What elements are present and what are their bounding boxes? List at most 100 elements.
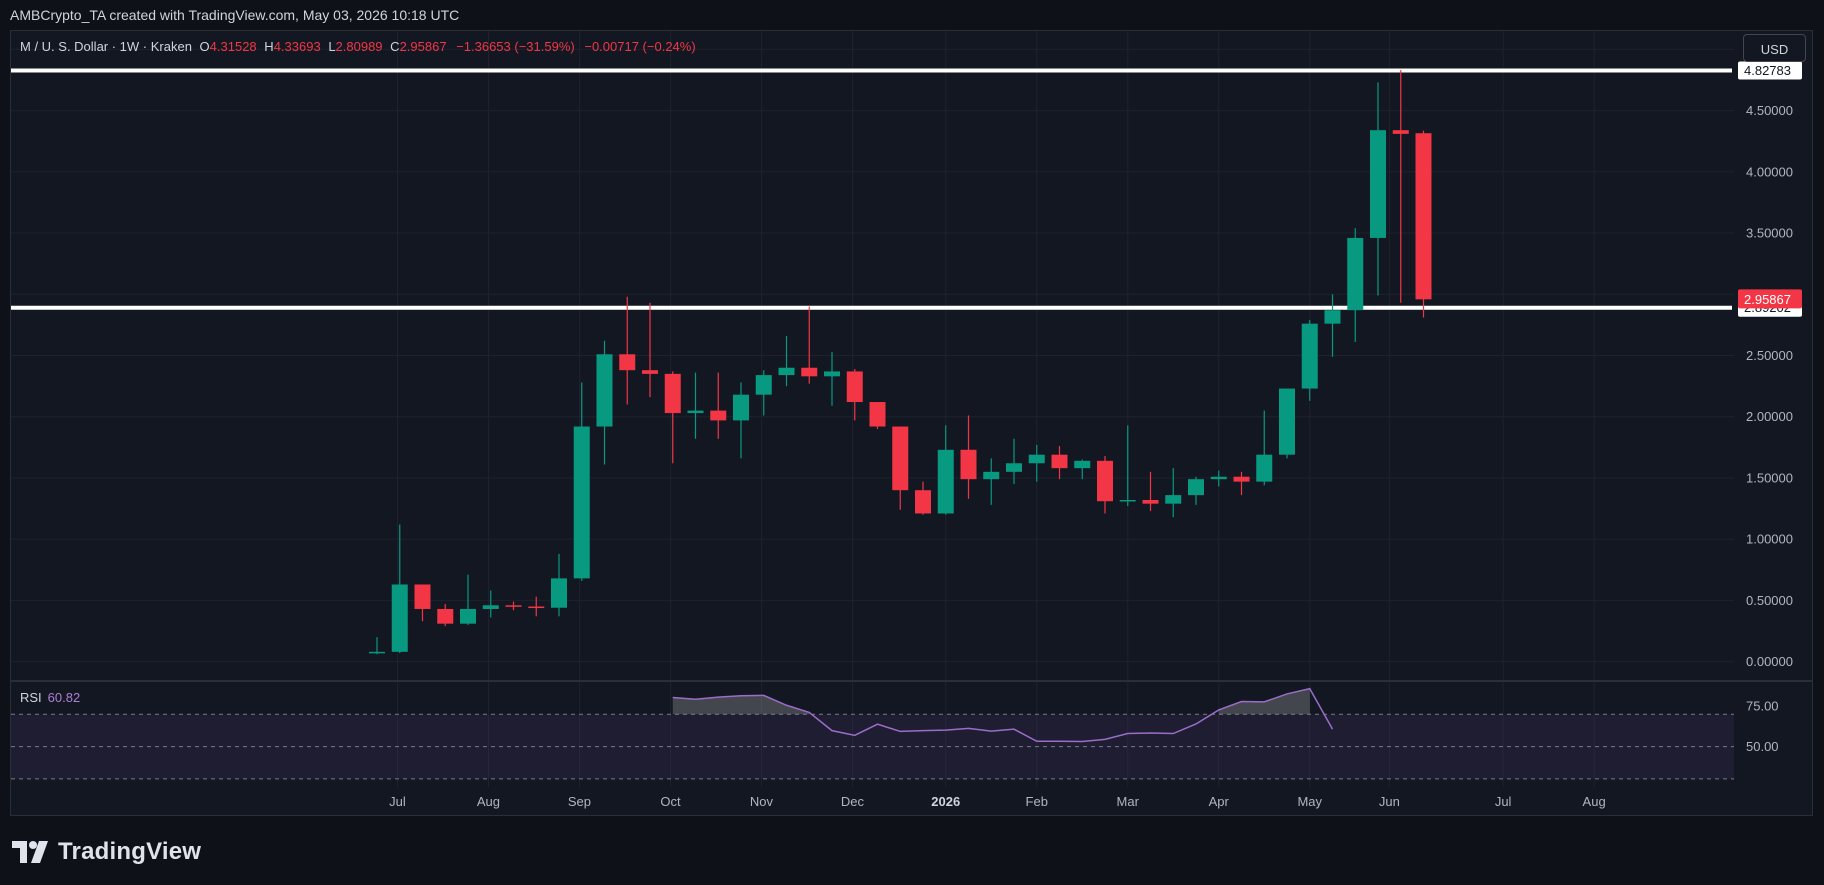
candle-body (755, 375, 772, 395)
grid-lines (11, 31, 1812, 787)
time-tick-label: Sep (568, 794, 591, 809)
candle (1074, 459, 1091, 480)
tradingview-logo[interactable]: TradingView (12, 836, 201, 868)
price-tick-label: 1.00000 (1746, 532, 1793, 547)
candle-body (824, 371, 840, 377)
attribution-bar: AMBCrypto_TA created with TradingView.co… (0, 0, 1824, 30)
candle (482, 590, 499, 618)
candle (1119, 425, 1136, 507)
candle-body (801, 367, 818, 377)
candle (369, 637, 385, 655)
time-tick-label: 2026 (931, 794, 960, 809)
open-value: 4.31528 (209, 39, 257, 54)
candle (1210, 470, 1227, 487)
candle-body (1142, 499, 1159, 504)
candle-body (1392, 130, 1409, 134)
candle-body (369, 651, 385, 654)
candle-body (1188, 479, 1204, 496)
level-tag-bg (1738, 61, 1802, 80)
candle-body (1347, 237, 1364, 311)
candle (824, 351, 840, 406)
candle-body (846, 371, 863, 403)
candle (1256, 410, 1273, 486)
candle-body (687, 410, 704, 414)
symbol-label[interactable]: M / U. S. Dollar · 1W · Kraken (20, 39, 192, 54)
time-tick-label: Jun (1379, 794, 1400, 809)
close-value: 2.95867 (399, 39, 447, 54)
rsi-label[interactable]: RSI (20, 690, 42, 705)
candle-body (915, 490, 931, 514)
candle-body (1301, 323, 1318, 389)
candle (710, 372, 727, 439)
candle-body (1324, 310, 1341, 324)
candle (1301, 319, 1318, 401)
time-tick-label: Dec (841, 794, 865, 809)
candle-body (1415, 133, 1432, 300)
candle-body (505, 605, 522, 607)
candle-body (1051, 454, 1068, 469)
candle (733, 382, 749, 459)
time-tick-label: Nov (750, 794, 774, 809)
current-price-tag-label: 2.95867 (1744, 292, 1791, 307)
time-tick-label: Feb (1026, 794, 1048, 809)
open-label: O (199, 39, 210, 54)
candle-body (482, 605, 499, 609)
candle (687, 372, 704, 439)
candle (664, 371, 681, 464)
tradingview-logo-icon (12, 841, 48, 863)
candle-body (528, 606, 545, 609)
candle (1233, 471, 1250, 496)
candle (1324, 294, 1341, 357)
low-label: L (328, 39, 336, 54)
candle-body (1074, 460, 1091, 469)
candle-body (551, 578, 567, 608)
candle (1006, 438, 1022, 485)
candle-body (1256, 454, 1273, 482)
time-tick-label: Oct (660, 794, 681, 809)
candle-body (892, 426, 909, 491)
candle (391, 524, 408, 654)
candle-body (1006, 463, 1022, 472)
candle-body (983, 471, 1000, 480)
attribution-text: AMBCrypto_TA created with TradingView.co… (10, 7, 460, 23)
candle-body (1279, 388, 1295, 455)
candle (573, 382, 590, 581)
price-tick-label: 2.50000 (1746, 348, 1793, 363)
high-label: H (264, 39, 274, 54)
rsi-legend: RSI 60.82 (20, 689, 80, 707)
candle (1142, 471, 1159, 512)
level-tag-label: 4.82783 (1744, 63, 1791, 78)
candle-body (1028, 454, 1045, 464)
candle-body (778, 367, 795, 376)
candle (551, 553, 567, 617)
candle-body (642, 370, 658, 374)
time-tick-label: Jul (1495, 794, 1512, 809)
symbol-legend: M / U. S. Dollar · 1W · Kraken O4.31528 … (20, 38, 696, 56)
brand-name: TradingView (58, 838, 202, 865)
candle (1097, 455, 1113, 514)
chart-frame[interactable] (10, 30, 1813, 816)
rsi-overbought-fill (1218, 688, 1310, 715)
candle (437, 604, 454, 627)
candle-body (460, 608, 476, 624)
price-tick-label: 2.00000 (1746, 409, 1793, 424)
candle (846, 368, 863, 421)
time-tick-label: Mar (1117, 794, 1140, 809)
candle-body (391, 584, 408, 652)
candle (755, 370, 772, 416)
candle (937, 425, 954, 515)
rsi-tick-label: 75.00 (1746, 699, 1779, 714)
rsi-overbought-fill (672, 695, 810, 715)
candle (778, 335, 795, 387)
rsi-pane (11, 687, 1734, 780)
candle (414, 584, 431, 622)
candle-body (1119, 499, 1136, 502)
candle (1188, 476, 1204, 505)
current-price-tag: 2.95867 (1738, 289, 1802, 309)
candle (642, 302, 658, 398)
candle (596, 340, 613, 465)
low-value: 2.80989 (335, 39, 383, 54)
candle-body (1097, 460, 1113, 502)
currency-button[interactable]: USD (1743, 34, 1806, 62)
